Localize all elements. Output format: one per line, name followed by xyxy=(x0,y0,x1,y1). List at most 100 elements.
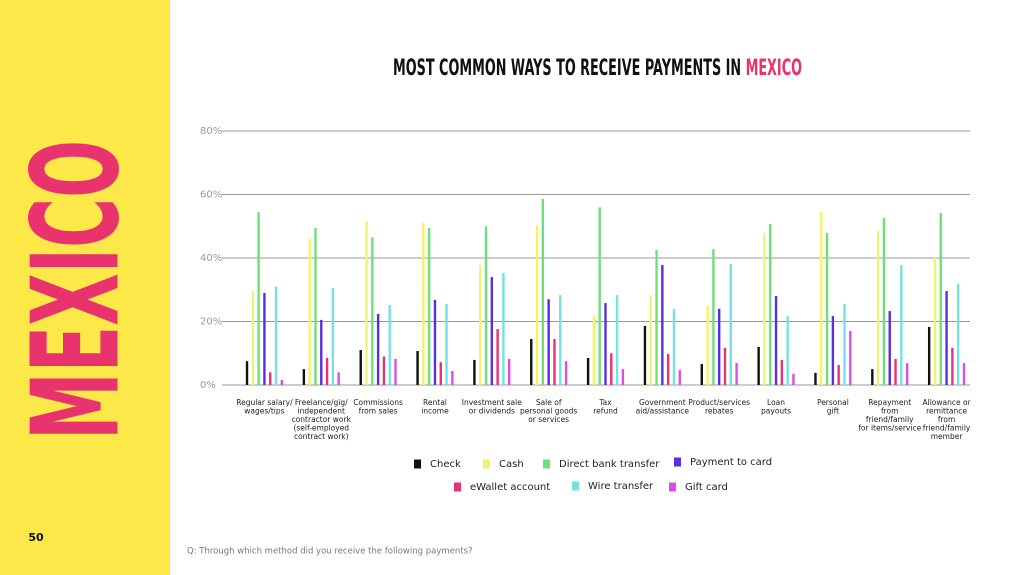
bar xyxy=(706,305,709,385)
title-text: MOST COMMON WAYS TO RECEIVE PAYMENTS IN xyxy=(393,56,741,81)
bar xyxy=(269,372,272,385)
bar xyxy=(757,346,760,385)
bar xyxy=(484,226,488,385)
bar xyxy=(792,373,795,385)
bar xyxy=(502,272,505,385)
bar xyxy=(962,363,966,385)
bar xyxy=(769,224,772,385)
bar xyxy=(621,369,625,385)
bar xyxy=(302,369,306,385)
bar xyxy=(535,224,539,385)
bar xyxy=(700,364,703,385)
x-tick-label: Government aid/assistance xyxy=(636,398,690,416)
legend-label: Gift card xyxy=(685,482,728,493)
legend-label: Payment to card xyxy=(690,457,772,468)
bar xyxy=(661,264,664,385)
bar xyxy=(376,313,380,385)
bar xyxy=(445,304,448,385)
bar xyxy=(849,331,852,385)
legend-swatch xyxy=(454,482,461,492)
bar xyxy=(649,295,652,385)
x-tick-label: Investment sale or dividends xyxy=(462,398,522,416)
bar xyxy=(712,249,715,385)
legend-swatch xyxy=(414,459,421,469)
bar xyxy=(678,370,681,385)
bar xyxy=(251,291,255,385)
x-tick-label: Product/services rebates xyxy=(688,398,750,416)
y-tick-label: 20% xyxy=(200,317,222,328)
bar xyxy=(359,350,362,385)
bar xyxy=(598,207,601,385)
bar xyxy=(416,351,419,385)
bar xyxy=(371,237,374,385)
legend-swatch xyxy=(483,459,490,469)
bar xyxy=(320,319,323,385)
bar xyxy=(837,364,840,385)
sidebar-title: MEXICO xyxy=(8,140,147,440)
bar xyxy=(666,353,670,385)
bar xyxy=(882,217,886,385)
bar xyxy=(843,304,846,385)
bar xyxy=(337,372,340,385)
x-tick-label: Tax refund xyxy=(593,398,618,416)
bar xyxy=(951,347,954,385)
x-tick-label: Personal gift xyxy=(817,398,849,416)
bar xyxy=(245,361,249,385)
x-tick-label: Rental income xyxy=(421,398,449,416)
bar xyxy=(825,232,829,385)
x-tick-label: Allowance or remittance from friend/family m… xyxy=(922,398,971,441)
bar xyxy=(786,316,789,385)
legend-swatch xyxy=(669,482,676,492)
bar xyxy=(382,356,386,385)
chart-title: MOST COMMON WAYS TO RECEIVE PAYMENTS IN … xyxy=(393,56,802,81)
bar xyxy=(308,238,311,385)
x-tick-label: Sale of personal goods or services xyxy=(520,398,577,424)
bar xyxy=(927,326,931,385)
bar xyxy=(900,264,903,385)
x-tick-label: Freelance/gig/independent contractor work… xyxy=(292,398,352,441)
bar xyxy=(717,308,721,385)
y-tick-label: 80% xyxy=(200,126,222,137)
bar xyxy=(479,264,482,385)
bar xyxy=(451,371,454,385)
legend-swatch xyxy=(674,457,681,467)
bar xyxy=(956,284,960,385)
footnote: Q: Through which method did you receive … xyxy=(187,547,473,557)
page-number: 50 xyxy=(28,531,44,544)
legend-label: Check xyxy=(430,459,461,470)
bar xyxy=(905,363,909,385)
bar xyxy=(939,212,942,385)
sidebar xyxy=(0,0,170,575)
bar xyxy=(774,296,778,385)
bar xyxy=(735,363,738,385)
bar xyxy=(763,232,766,385)
legend-swatch xyxy=(543,459,550,469)
bar xyxy=(780,359,784,385)
bar xyxy=(894,358,897,385)
x-tick-label: Regular salary/wages/tips xyxy=(236,398,293,416)
bar xyxy=(729,264,732,385)
bar xyxy=(508,358,511,385)
title-highlight: MEXICO xyxy=(746,56,802,81)
x-tick-label: Commissions from sales xyxy=(353,398,403,416)
bar xyxy=(314,227,317,385)
legend-label: Cash xyxy=(499,459,524,470)
bar xyxy=(388,304,391,385)
bar xyxy=(530,338,533,385)
bar xyxy=(643,325,647,385)
legend-label: Direct bank transfer xyxy=(559,459,660,470)
bar xyxy=(933,257,937,385)
legend-label: Wire transfer xyxy=(588,481,654,492)
bar xyxy=(496,329,499,385)
x-tick-label: Loan payouts xyxy=(761,398,791,416)
bar xyxy=(473,359,476,385)
bar xyxy=(559,295,562,385)
bar xyxy=(876,231,880,385)
bar xyxy=(564,361,568,385)
bar xyxy=(888,311,891,385)
legend-swatch xyxy=(572,481,579,491)
bar xyxy=(672,308,676,385)
bar xyxy=(610,353,613,385)
bar xyxy=(553,338,556,385)
